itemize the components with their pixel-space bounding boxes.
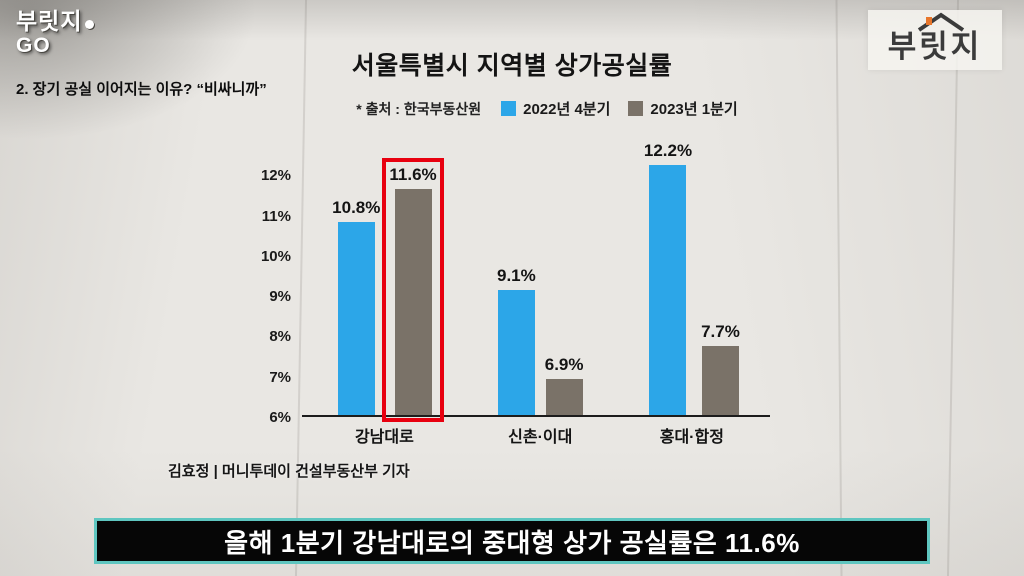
legend-swatch xyxy=(501,101,517,116)
legend-label: 2022년 4분기 xyxy=(523,101,611,118)
x-axis-category-label: 홍대·합정 xyxy=(659,429,724,446)
chart-legend: * 출처 : 한국부동산원 2022년 4분기 2023년 1분기 xyxy=(70,98,1024,119)
y-axis-tick-label: 9% xyxy=(269,288,291,306)
legend-item: 2023년 1분기 xyxy=(628,98,738,119)
legend-items: 2022년 4분기 2023년 1분기 xyxy=(501,98,738,119)
plot-area: 10.8% 11.6% 강남대로 9.1% 6.9% 신촌·이대 12.2% 7.7% 홍대·합… xyxy=(302,141,770,446)
y-axis-tick-label: 7% xyxy=(269,368,291,386)
brand-logo-box: 부릿지 xyxy=(868,10,1002,70)
bar-groups: 10.8% 11.6% 강남대로 9.1% 6.9% 신촌·이대 12.2% 7.7% 홍대·합… xyxy=(302,141,770,446)
bar-column: 10.8% xyxy=(332,198,380,415)
y-axis-tick-label: 11% xyxy=(261,207,291,225)
paper-crease xyxy=(946,0,960,576)
lower-third-banner: 올해 1분기 강남대로의 중대형 상가 공실률은 11.6% xyxy=(94,518,930,564)
roof-icon xyxy=(917,12,965,32)
paper-crease xyxy=(835,0,843,576)
bar-group: 9.1% 6.9% 신촌·이대 xyxy=(497,266,584,446)
bar xyxy=(545,379,583,415)
bar-value-label: 9.1% xyxy=(497,266,536,285)
bar xyxy=(649,165,687,415)
bar-group: 10.8% 11.6% 강남대로 xyxy=(332,158,444,446)
episode-caption: 2. 장기 공실 이어지는 이유? “비싸니까” xyxy=(16,81,267,98)
bar-column: 7.7% xyxy=(701,322,740,415)
y-axis-tick-label: 8% xyxy=(269,328,291,346)
y-axis-tick-label: 6% xyxy=(269,409,291,426)
y-axis-tick-label: 10% xyxy=(260,247,291,265)
reporter-byline: 김효정 | 머니투데이 건설부동산부 기자 xyxy=(168,463,410,480)
bar xyxy=(394,189,432,415)
legend-item: 2022년 4분기 xyxy=(501,98,610,119)
speech-bubble-icon xyxy=(85,20,95,29)
channel-logo-text: 부릿지 xyxy=(16,8,83,34)
bar-column: 9.1% xyxy=(497,266,536,415)
bar xyxy=(497,290,535,415)
x-axis-category-label: 강남대로 xyxy=(354,429,414,446)
highlighted-bar-column: 11.6% xyxy=(382,158,444,422)
y-axis-tick-label: 12% xyxy=(260,167,291,185)
brand-logo-text: 부릿지 xyxy=(887,29,983,64)
bar-column: 12.2% xyxy=(644,141,692,415)
bar-value-label: 11.6% xyxy=(389,165,437,184)
channel-logo: 부릿지 GO xyxy=(16,8,95,59)
channel-logo-go: GO xyxy=(16,34,51,58)
bar xyxy=(337,222,375,415)
banner-text: 올해 1분기 강남대로의 중대형 상가 공실률은 11.6% xyxy=(224,527,800,558)
bar-column: 6.9% xyxy=(545,355,584,415)
chart-source: * 출처 : 한국부동산원 xyxy=(356,100,482,117)
bar xyxy=(701,346,739,415)
bar-value-label: 12.2% xyxy=(643,141,693,160)
bar-value-label: 6.9% xyxy=(544,355,584,374)
bar-value-label: 10.8% xyxy=(332,198,381,217)
legend-label: 2023년 1분기 xyxy=(650,101,738,118)
y-axis: 6% 7% 8% 9% 10% 11% 12% xyxy=(243,147,291,426)
legend-swatch xyxy=(628,101,644,116)
x-axis-category-label: 신촌·이대 xyxy=(508,429,573,446)
chart-title: 서울특별시 지역별 상가공실률 xyxy=(351,52,673,80)
bar-value-label: 7.7% xyxy=(701,322,740,341)
bar-group: 12.2% 7.7% 홍대·합정 xyxy=(644,141,740,446)
